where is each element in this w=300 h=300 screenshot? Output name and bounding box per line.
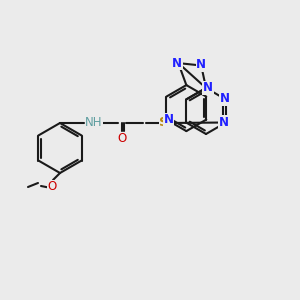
Text: S: S: [159, 116, 169, 130]
Text: N: N: [203, 82, 213, 94]
Text: NH: NH: [85, 116, 103, 130]
Text: N: N: [220, 92, 230, 105]
Text: N: N: [219, 116, 229, 129]
Text: N: N: [164, 113, 173, 126]
Text: N: N: [172, 57, 182, 70]
Text: N: N: [196, 58, 206, 71]
Text: O: O: [47, 181, 57, 194]
Text: O: O: [117, 133, 127, 146]
